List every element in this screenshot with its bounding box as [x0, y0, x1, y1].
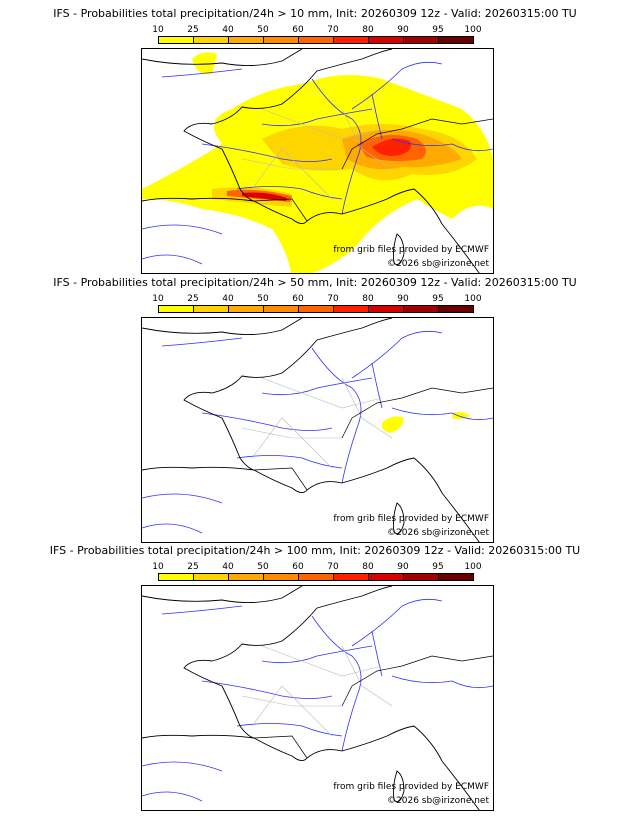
colorbar-tick: 60	[292, 562, 304, 572]
colorbar-tick: 90	[397, 562, 409, 572]
colorbar-segment	[439, 37, 473, 43]
data-source-credit: from grib files provided by ECMWF	[333, 245, 489, 255]
colorbar-tick: 70	[327, 294, 339, 304]
colorbar-tick: 50	[257, 294, 269, 304]
map-canvas	[142, 318, 493, 542]
colorbar-segment	[369, 306, 404, 312]
colorbar-segment	[194, 574, 229, 580]
precipitation-field	[381, 412, 470, 433]
colorbar-tick: 10	[152, 562, 164, 572]
colorbar-segment	[369, 37, 404, 43]
colorbar: 10 25 40 50 60 70 80 90 95 100	[152, 294, 482, 313]
forecast-panel-2: IFS - Probabilities total precipitation/…	[0, 269, 630, 543]
rivers	[142, 598, 493, 802]
colorbar-segment	[439, 574, 473, 580]
colorbar-segment	[334, 574, 369, 580]
borders	[241, 108, 393, 200]
panel-title: IFS - Probabilities total precipitation/…	[49, 544, 581, 557]
colorbar: 10 25 40 50 60 70 80 90 95 100	[152, 562, 482, 581]
colorbar-tick: 40	[222, 25, 234, 35]
colorbar-bar	[158, 573, 474, 581]
colorbar-segment	[369, 574, 404, 580]
colorbar-tick: 25	[187, 25, 199, 35]
colorbar-segment	[299, 306, 334, 312]
colorbar-tick: 70	[327, 25, 339, 35]
colorbar-segment	[404, 306, 439, 312]
colorbar-segment	[264, 306, 299, 312]
forecast-panel-3: IFS - Probabilities total precipitation/…	[0, 537, 630, 811]
colorbar-ticks: 10 25 40 50 60 70 80 90 95 100	[152, 25, 481, 35]
colorbar-segment	[404, 574, 439, 580]
colorbar-tick: 70	[327, 562, 339, 572]
borders	[241, 645, 393, 737]
colorbar-bar	[158, 36, 474, 44]
colorbar-tick: 50	[257, 562, 269, 572]
colorbar-segment	[194, 37, 229, 43]
colorbar-segment	[229, 306, 264, 312]
colorbar-tick: 100	[464, 25, 482, 35]
colorbar-tick: 80	[362, 562, 374, 572]
colorbar-segment	[439, 306, 473, 312]
colorbar-tick: 10	[152, 25, 164, 35]
colorbar-ticks: 10 25 40 50 60 70 80 90 95 100	[152, 294, 481, 304]
colorbar-segment	[229, 574, 264, 580]
colorbar-segment	[264, 574, 299, 580]
precipitation-map: from grib files provided by ECMWF ©2026 …	[141, 585, 494, 811]
rivers	[142, 61, 493, 265]
copyright-credit: ©2026 sb@irizone.net	[387, 796, 489, 806]
colorbar-segment	[194, 306, 229, 312]
precipitation-field	[142, 52, 493, 273]
colorbar-segment	[159, 574, 194, 580]
colorbar-tick: 90	[397, 25, 409, 35]
colorbar-segment	[299, 37, 334, 43]
colorbar-tick: 40	[222, 562, 234, 572]
copyright-credit: ©2026 sb@irizone.net	[387, 259, 489, 269]
colorbar: 10 25 40 50 60 70 80 90 95 100	[152, 25, 482, 44]
colorbar-bar	[158, 305, 474, 313]
colorbar-tick: 95	[432, 25, 444, 35]
colorbar-segment	[299, 574, 334, 580]
colorbar-tick: 50	[257, 25, 269, 35]
data-source-credit: from grib files provided by ECMWF	[333, 782, 489, 792]
panel-title: IFS - Probabilities total precipitation/…	[53, 276, 577, 289]
forecast-panel-1: IFS - Probabilities total precipitation/…	[0, 0, 630, 274]
colorbar-segment	[264, 37, 299, 43]
colorbar-segment	[404, 37, 439, 43]
copyright-credit: ©2026 sb@irizone.net	[387, 528, 489, 538]
colorbar-tick: 60	[292, 25, 304, 35]
colorbar-tick: 95	[432, 294, 444, 304]
coastlines	[142, 318, 493, 542]
colorbar-tick: 90	[397, 294, 409, 304]
colorbar-tick: 80	[362, 25, 374, 35]
colorbar-tick: 80	[362, 294, 374, 304]
coastlines	[142, 49, 493, 273]
map-canvas	[142, 49, 493, 273]
colorbar-segment	[334, 306, 369, 312]
colorbar-tick: 60	[292, 294, 304, 304]
colorbar-segment	[229, 37, 264, 43]
colorbar-segment	[159, 37, 194, 43]
colorbar-tick: 100	[464, 294, 482, 304]
data-source-credit: from grib files provided by ECMWF	[333, 514, 489, 524]
colorbar-tick: 25	[187, 294, 199, 304]
coastlines	[142, 586, 493, 810]
borders	[241, 377, 393, 469]
precipitation-map: from grib files provided by ECMWF ©2026 …	[141, 317, 494, 543]
colorbar-tick: 25	[187, 562, 199, 572]
precipitation-map: from grib files provided by ECMWF ©2026 …	[141, 48, 494, 274]
map-canvas	[142, 586, 493, 810]
colorbar-tick: 10	[152, 294, 164, 304]
colorbar-tick: 40	[222, 294, 234, 304]
colorbar-ticks: 10 25 40 50 60 70 80 90 95 100	[152, 562, 481, 572]
colorbar-segment	[334, 37, 369, 43]
rivers	[142, 330, 493, 534]
colorbar-segment	[159, 306, 194, 312]
panel-title: IFS - Probabilities total precipitation/…	[53, 7, 577, 20]
colorbar-tick: 100	[464, 562, 482, 572]
colorbar-tick: 95	[432, 562, 444, 572]
